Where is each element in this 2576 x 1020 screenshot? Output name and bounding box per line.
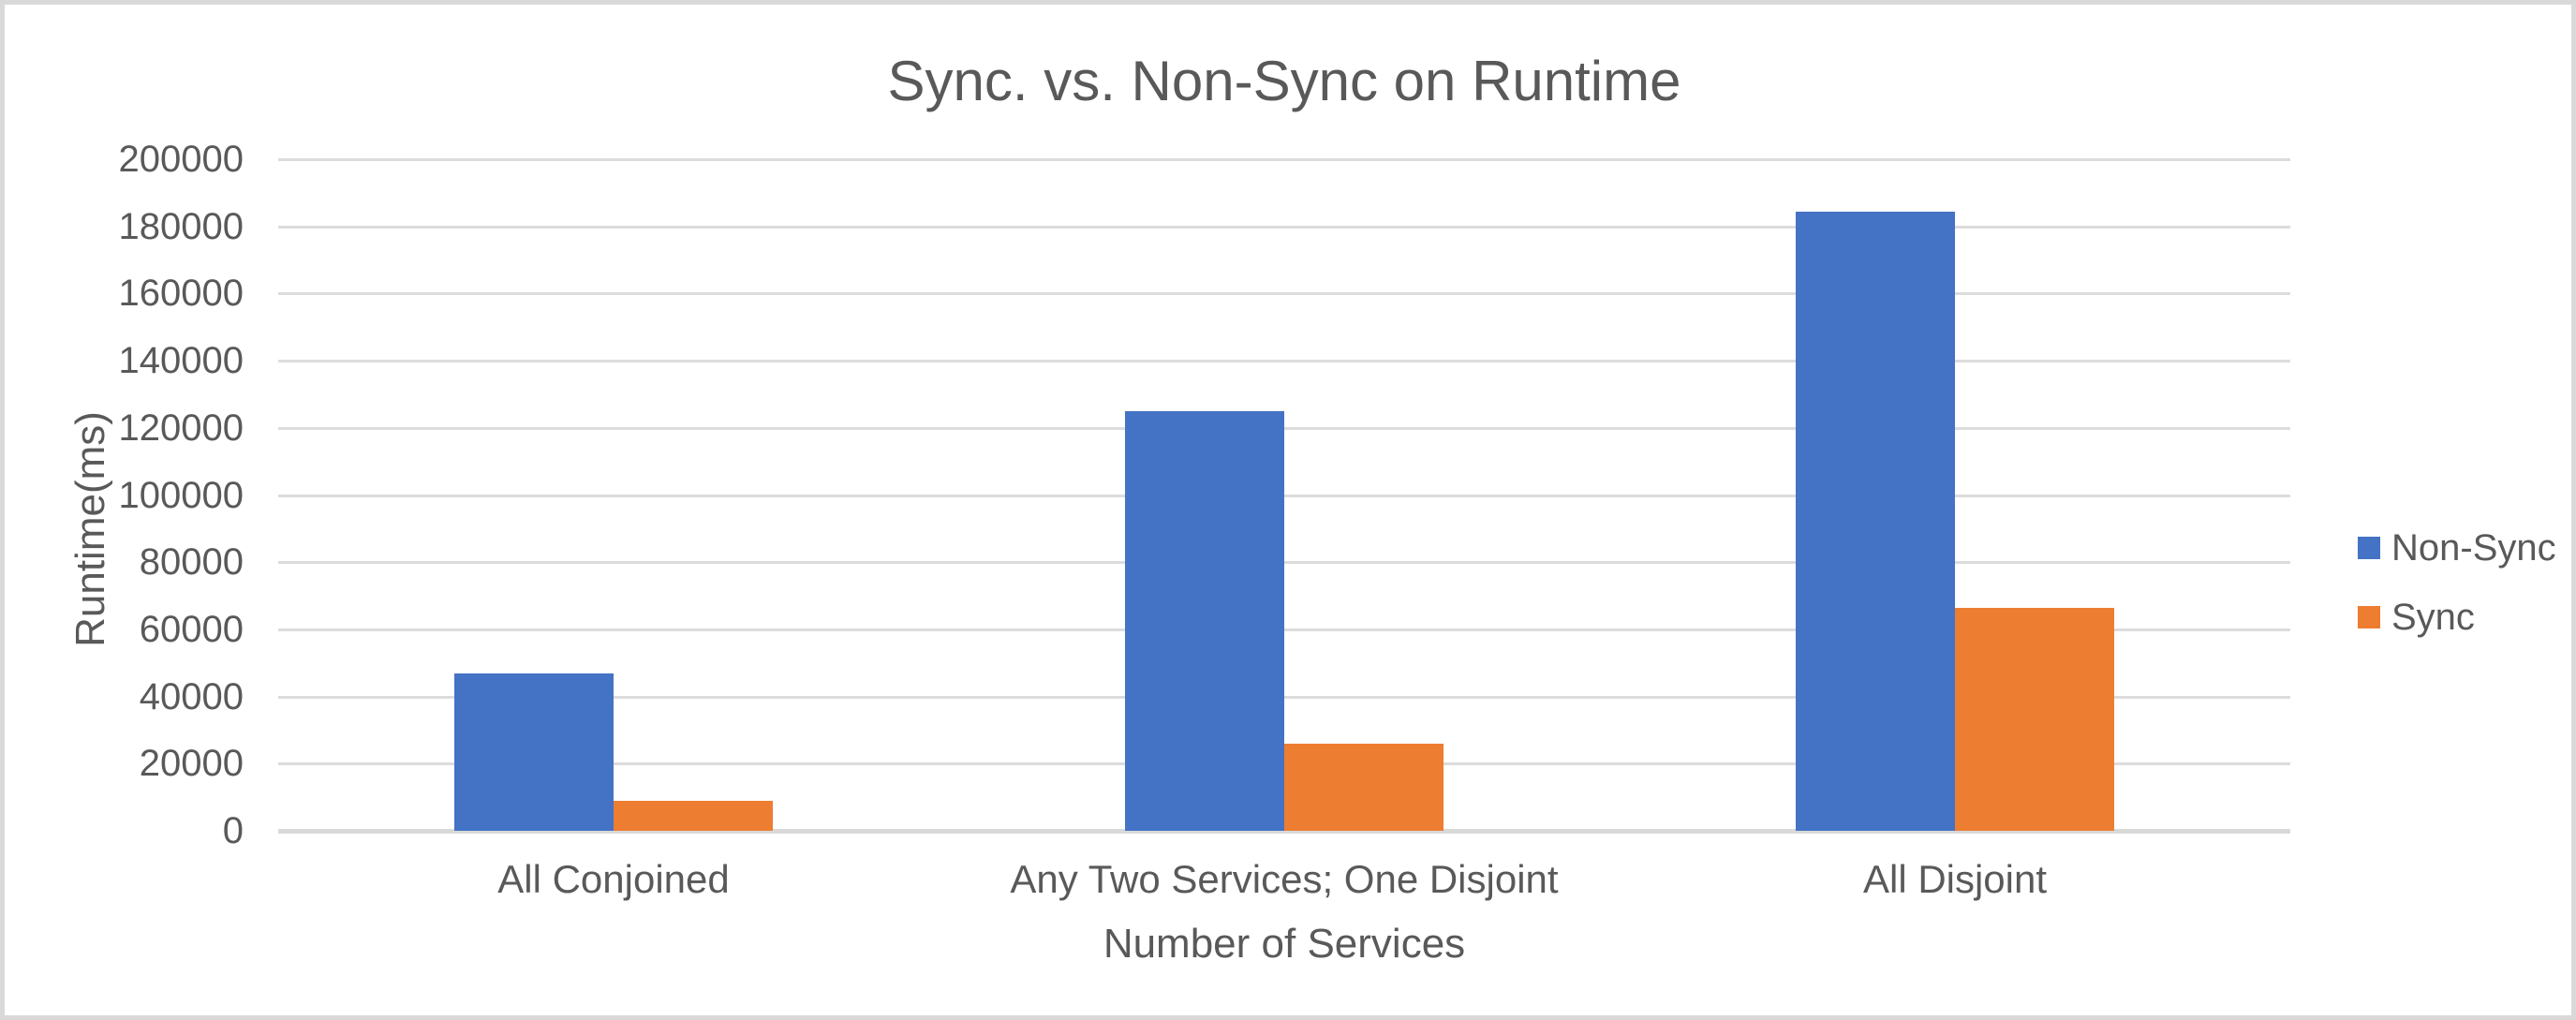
y-axis-tick-label: 120000 xyxy=(118,407,244,449)
bar-non-sync xyxy=(1125,410,1284,831)
bar-non-sync xyxy=(454,673,614,831)
gridline xyxy=(278,494,2290,497)
x-axis-category-label: All Disjoint xyxy=(1862,857,2048,901)
gridline xyxy=(278,158,2290,161)
gridline xyxy=(278,225,2290,229)
y-axis-tick-label: 60000 xyxy=(139,608,244,650)
chart-title: Sync. vs. Non-Sync on Runtime xyxy=(887,50,1681,112)
bar-sync xyxy=(1955,607,2114,831)
y-axis-tick-label: 0 xyxy=(222,810,244,851)
y-axis-tick-label: 80000 xyxy=(139,541,244,584)
gridline xyxy=(278,292,2290,296)
bar-sync xyxy=(614,800,773,831)
legend-swatch-icon xyxy=(2358,537,2380,559)
legend-label: Non-Sync xyxy=(2391,527,2556,569)
legend-swatch-icon xyxy=(2358,606,2380,628)
x-axis-category-label: All Conjoined xyxy=(497,857,730,901)
legend-item: Non-Sync xyxy=(2358,525,2556,570)
gridline xyxy=(278,628,2290,631)
y-axis-tick-label: 40000 xyxy=(139,675,244,717)
y-axis-tick-label: 160000 xyxy=(118,273,244,315)
gridline xyxy=(278,695,2290,699)
y-axis-tick-label: 100000 xyxy=(118,474,244,516)
y-axis-tick-label: 140000 xyxy=(118,340,244,382)
x-axis-category-label: Any Two Services; One Disjoint xyxy=(1010,857,1559,901)
bar-sync xyxy=(1284,743,1443,831)
legend-label: Sync xyxy=(2391,597,2475,638)
x-axis-title: Number of Services xyxy=(1103,921,1466,967)
gridline xyxy=(278,360,2290,363)
y-axis-tick-label: 180000 xyxy=(118,205,244,247)
gridline xyxy=(278,561,2290,565)
gridline xyxy=(278,426,2290,430)
x-axis-line xyxy=(278,829,2290,834)
bar-non-sync xyxy=(1796,211,1955,831)
y-axis-tick-label: 20000 xyxy=(139,743,244,785)
legend-item: Sync xyxy=(2358,595,2475,640)
y-axis-tick-label: 200000 xyxy=(118,139,244,180)
